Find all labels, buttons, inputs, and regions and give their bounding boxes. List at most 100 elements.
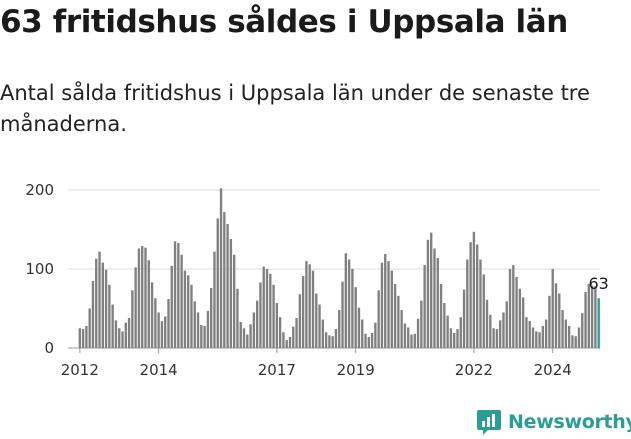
bar (403, 323, 407, 348)
bar (380, 262, 384, 348)
gridlines (68, 189, 600, 353)
bar (387, 261, 390, 348)
bar (114, 320, 118, 348)
bar (413, 333, 416, 348)
bar (203, 325, 206, 348)
bar (275, 302, 279, 348)
bar (285, 340, 288, 348)
bar (187, 275, 190, 348)
bar (479, 259, 482, 348)
bar (370, 332, 374, 348)
bar (584, 291, 587, 348)
bar (390, 270, 393, 348)
bar (351, 269, 354, 348)
bar (236, 288, 239, 348)
bar (594, 286, 597, 348)
bar (147, 260, 150, 348)
bar (223, 212, 226, 348)
bar (85, 325, 88, 348)
bar (541, 325, 545, 348)
bar (111, 304, 114, 348)
bar (439, 284, 443, 348)
bar (150, 282, 154, 348)
bar (367, 336, 370, 348)
newsworthy-logo-icon (477, 410, 501, 435)
bar (577, 327, 581, 348)
bar (259, 282, 262, 348)
bar (449, 328, 453, 348)
bar (475, 244, 479, 348)
bar (183, 270, 187, 348)
bar (347, 259, 351, 348)
bar (144, 247, 147, 348)
bar-highlight (597, 298, 600, 348)
bar (98, 251, 101, 348)
bar (167, 299, 170, 348)
bar (364, 333, 367, 348)
y-tick-label: 200 (25, 181, 54, 199)
labels: 0 100 200 2012 2014 2017 2019 2022 2024 63 (25, 181, 609, 379)
bar (331, 336, 334, 348)
bar (567, 325, 571, 348)
bar (288, 336, 292, 348)
bar (374, 322, 377, 348)
bar (485, 299, 489, 348)
bar (436, 257, 439, 348)
bar (407, 327, 410, 348)
page-title: 63 fritidshus såldes i Uppsala län (0, 4, 568, 40)
bar (443, 302, 446, 348)
x-tick-label: 2017 (258, 361, 296, 379)
bar (581, 313, 584, 348)
x-tick-label: 2024 (534, 361, 572, 379)
bar (587, 284, 591, 348)
x-tick-label: 2019 (337, 361, 375, 379)
bar (397, 295, 400, 348)
bar (512, 265, 515, 348)
bar (416, 318, 420, 348)
bar (508, 269, 512, 348)
bar (154, 298, 157, 348)
bar (423, 265, 426, 348)
brand-name: Newsworthy (508, 411, 631, 433)
bar (298, 294, 302, 348)
bar (318, 304, 321, 348)
bar (272, 284, 275, 348)
bar (492, 328, 495, 348)
bar (466, 259, 469, 348)
bar (518, 288, 522, 348)
y-tick-label: 100 (25, 260, 54, 278)
bar (462, 289, 466, 348)
x-tick-label: 2022 (455, 361, 493, 379)
bar (433, 248, 436, 348)
bar (265, 269, 269, 348)
bar (410, 334, 413, 348)
bar (305, 261, 308, 348)
bar (495, 329, 499, 348)
bar (216, 218, 219, 348)
bar (292, 326, 295, 348)
bar (127, 317, 131, 348)
bar (334, 329, 338, 348)
bar (137, 248, 141, 348)
bar (206, 310, 210, 348)
bar (535, 331, 538, 348)
x-tick-label: 2014 (140, 361, 178, 379)
bar (193, 301, 196, 348)
bar (308, 264, 311, 348)
bar (354, 287, 357, 348)
bar (502, 312, 505, 348)
bar (505, 301, 508, 348)
bar (104, 269, 108, 348)
bar (134, 267, 137, 348)
bar (118, 328, 121, 348)
bar (255, 300, 259, 348)
bar (554, 283, 558, 348)
brand: Newsworthy (476, 409, 631, 435)
bar (377, 290, 380, 348)
bar (357, 307, 361, 348)
bar (574, 336, 577, 348)
bar (173, 241, 177, 348)
bar (571, 335, 574, 348)
bar (521, 297, 525, 348)
bar (558, 293, 561, 348)
